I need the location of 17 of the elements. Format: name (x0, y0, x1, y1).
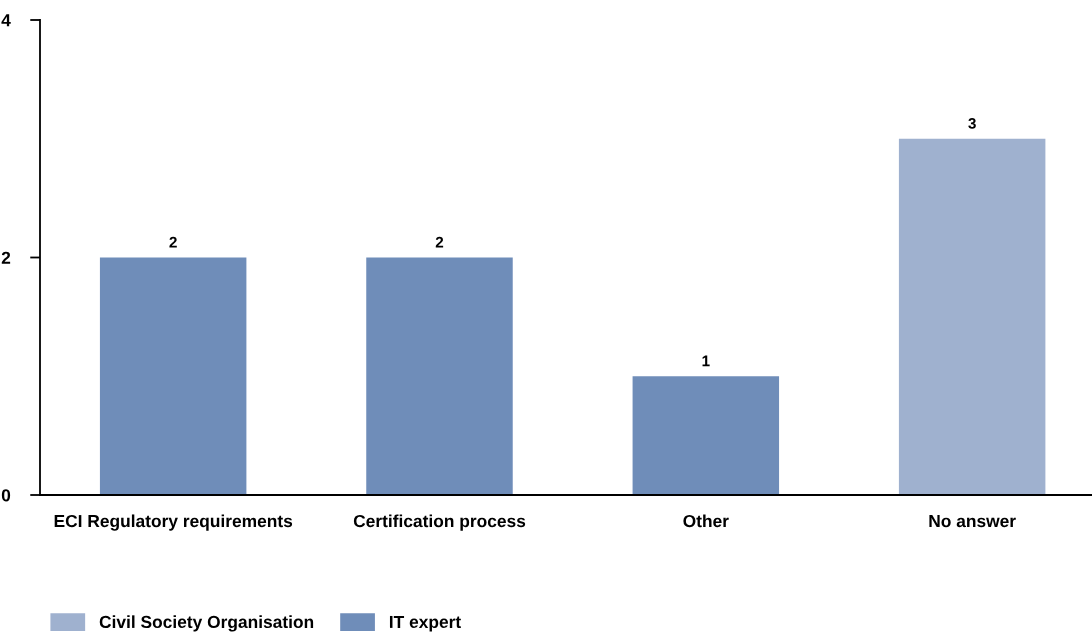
data-label: 1 (702, 355, 710, 367)
data-label: 2 (169, 236, 177, 248)
bar (632, 376, 780, 495)
bar (99, 257, 247, 495)
data-label: 2 (435, 236, 444, 248)
bar (366, 257, 513, 495)
x-tick-label: No answer (929, 515, 1016, 528)
x-tick-label: Other (683, 514, 729, 528)
legend-label: Civil Society Organisation (99, 615, 314, 632)
y-tick-label: 0 (1, 489, 11, 502)
y-tick-label: 4 (1, 14, 11, 27)
x-tick-label: Certification process (353, 514, 526, 531)
legend-label: IT expert (389, 615, 461, 632)
data-label: 3 (968, 117, 976, 129)
bar (898, 138, 1046, 495)
y-tick-label: 2 (1, 251, 11, 264)
x-tick-label: ECI Regulatory requirements (54, 514, 293, 531)
